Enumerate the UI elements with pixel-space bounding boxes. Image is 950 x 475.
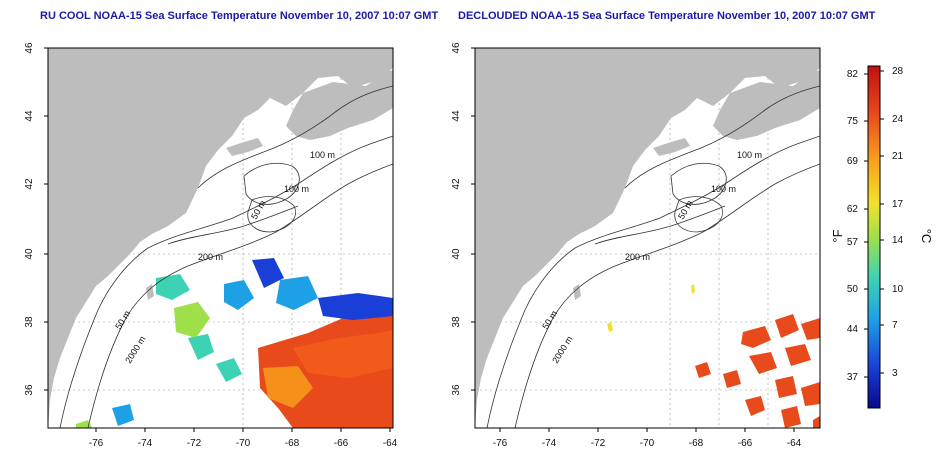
y-tick-label: 38 xyxy=(24,316,35,328)
right-x-axis-labels: -76 -74 -72 -70 -68 -66 -64 xyxy=(493,438,802,449)
y-tick-label: 36 xyxy=(24,384,35,396)
right-sst-warm-patches xyxy=(695,314,820,428)
fahrenheit-unit-label: °F xyxy=(830,229,845,242)
celsius-tick: 10 xyxy=(892,284,904,295)
fahrenheit-tick: 37 xyxy=(847,372,859,383)
x-tick-label: -64 xyxy=(787,438,802,449)
celsius-tick: 3 xyxy=(892,368,898,379)
celsius-tick: 28 xyxy=(892,66,904,77)
x-tick-label: -64 xyxy=(383,438,398,449)
contour-label: 200 m xyxy=(198,252,223,262)
x-tick-label: -76 xyxy=(89,438,104,449)
fahrenheit-tick: 69 xyxy=(847,156,859,167)
left-y-axis-labels: 46 44 42 40 38 36 xyxy=(24,42,35,396)
fahrenheit-tick: 82 xyxy=(847,69,859,80)
x-tick-label: -66 xyxy=(334,438,349,449)
y-tick-label: 42 xyxy=(24,178,35,190)
fahrenheit-tick: 50 xyxy=(847,284,859,295)
celsius-unit-label: °C xyxy=(919,229,934,244)
y-tick-label: 44 xyxy=(451,110,462,122)
y-tick-label: 44 xyxy=(24,110,35,122)
fahrenheit-ticks: 82 75 69 62 57 50 44 37 xyxy=(847,69,859,383)
contour-label: 100 m xyxy=(711,184,736,194)
left-x-axis-labels: -76 -74 -72 -70 -68 -66 -64 xyxy=(89,438,398,449)
right-y-axis-labels: 46 44 42 40 38 36 xyxy=(451,42,462,396)
celsius-ticks: 28 24 21 17 14 10 7 3 xyxy=(892,66,904,379)
colorbar-gradient xyxy=(867,65,881,409)
left-plot-frame xyxy=(47,47,394,429)
fahrenheit-tick: 57 xyxy=(847,237,859,248)
y-tick-label: 46 xyxy=(24,42,35,54)
contour-label: 100 m xyxy=(310,150,335,160)
y-tick-label: 42 xyxy=(451,178,462,190)
y-tick-label: 46 xyxy=(451,42,462,54)
left-sst-warm-area xyxy=(258,276,393,428)
y-tick-label: 38 xyxy=(451,316,462,328)
x-tick-label: -74 xyxy=(542,438,557,449)
temperature-colorbar: 82 75 69 62 57 50 44 37 28 24 21 17 14 1… xyxy=(830,65,934,409)
contour-label: 100 m xyxy=(284,184,309,194)
celsius-tick: 14 xyxy=(892,235,904,246)
celsius-tick: 21 xyxy=(892,151,904,162)
x-tick-label: -70 xyxy=(236,438,251,449)
contour-label: 200 m xyxy=(625,252,650,262)
x-tick-label: -72 xyxy=(591,438,606,449)
x-tick-label: -76 xyxy=(493,438,508,449)
fahrenheit-tick: 44 xyxy=(847,324,859,335)
x-tick-label: -72 xyxy=(187,438,202,449)
fahrenheit-tick: 75 xyxy=(847,116,859,127)
celsius-tick: 24 xyxy=(892,114,904,125)
y-tick-label: 36 xyxy=(451,384,462,396)
contour-label: 100 m xyxy=(737,150,762,160)
left-map-panel: 100 m 100 m 50 m 200 m 50 m 2000 m 46 44 xyxy=(24,42,398,449)
y-tick-label: 40 xyxy=(24,248,35,260)
right-map-panel: 100 m 100 m 50 m 200 m 50 m 2000 m 46 44… xyxy=(451,42,821,449)
x-tick-label: -66 xyxy=(738,438,753,449)
celsius-tick: 17 xyxy=(892,199,904,210)
left-map-title: RU COOL NOAA-15 Sea Surface Temperature … xyxy=(40,10,439,22)
celsius-tick: 7 xyxy=(892,320,898,331)
y-tick-label: 40 xyxy=(451,248,462,260)
x-tick-label: -68 xyxy=(689,438,704,449)
x-tick-label: -70 xyxy=(640,438,655,449)
x-tick-label: -74 xyxy=(138,438,153,449)
right-map-title: DECLOUDED NOAA-15 Sea Surface Temperatur… xyxy=(458,10,876,22)
x-tick-label: -68 xyxy=(285,438,300,449)
fahrenheit-tick: 62 xyxy=(847,204,859,215)
